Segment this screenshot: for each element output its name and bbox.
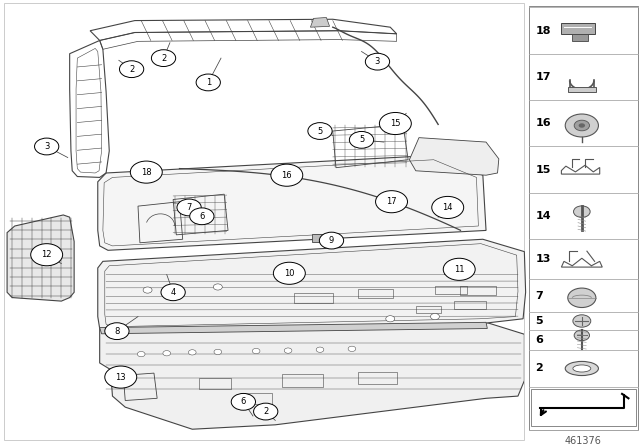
Text: 6: 6 (535, 335, 543, 345)
Circle shape (386, 316, 395, 322)
Circle shape (169, 285, 177, 291)
Text: 15: 15 (535, 165, 550, 175)
Circle shape (231, 393, 255, 410)
Text: 17: 17 (535, 72, 550, 82)
Circle shape (252, 349, 260, 353)
Text: 14: 14 (535, 211, 551, 221)
Polygon shape (100, 322, 487, 334)
Text: 12: 12 (42, 250, 52, 259)
Polygon shape (98, 239, 525, 332)
Text: 13: 13 (535, 254, 550, 264)
Circle shape (579, 123, 585, 128)
Circle shape (308, 123, 332, 139)
Text: 6: 6 (241, 397, 246, 406)
Text: 15: 15 (390, 119, 401, 128)
Polygon shape (98, 155, 486, 250)
Circle shape (213, 284, 222, 290)
Circle shape (105, 366, 137, 388)
Text: 7: 7 (535, 291, 543, 301)
Text: 17: 17 (386, 197, 397, 206)
Circle shape (349, 131, 374, 148)
Circle shape (138, 352, 145, 357)
Text: 2: 2 (129, 65, 134, 73)
Circle shape (271, 164, 303, 186)
Circle shape (196, 74, 220, 91)
Text: 2: 2 (161, 54, 166, 63)
Circle shape (365, 53, 390, 70)
Text: 9: 9 (329, 236, 334, 245)
Text: 10: 10 (284, 269, 294, 278)
Circle shape (380, 112, 412, 134)
Circle shape (348, 346, 356, 352)
Circle shape (574, 120, 589, 131)
Circle shape (105, 323, 129, 340)
Text: 3: 3 (375, 57, 380, 66)
Text: 5: 5 (535, 316, 543, 326)
Circle shape (35, 138, 59, 155)
Text: 18: 18 (535, 26, 550, 35)
Text: 7: 7 (186, 203, 192, 212)
Text: 2: 2 (263, 407, 268, 416)
Text: 4: 4 (170, 288, 176, 297)
Circle shape (31, 244, 63, 266)
Text: 461376: 461376 (565, 436, 602, 446)
Circle shape (189, 208, 214, 225)
Circle shape (188, 350, 196, 355)
Circle shape (432, 196, 464, 219)
Circle shape (573, 206, 590, 217)
Circle shape (444, 258, 475, 280)
Circle shape (316, 347, 324, 353)
Text: 6: 6 (199, 212, 205, 221)
Text: 5: 5 (359, 135, 364, 144)
Text: 14: 14 (442, 203, 453, 212)
Circle shape (177, 199, 201, 216)
Polygon shape (7, 215, 74, 301)
Circle shape (319, 232, 344, 249)
Polygon shape (100, 322, 524, 429)
Circle shape (568, 288, 596, 307)
FancyBboxPatch shape (568, 86, 596, 92)
Circle shape (143, 287, 152, 293)
Circle shape (253, 403, 278, 420)
FancyBboxPatch shape (572, 34, 588, 41)
Ellipse shape (573, 365, 591, 372)
Circle shape (152, 50, 175, 66)
Circle shape (574, 330, 589, 340)
Circle shape (431, 314, 440, 320)
Text: 16: 16 (535, 118, 551, 128)
Text: 16: 16 (282, 171, 292, 180)
Circle shape (161, 284, 185, 301)
Circle shape (565, 114, 598, 137)
Text: 11: 11 (454, 265, 465, 274)
Text: 1: 1 (205, 78, 211, 87)
Circle shape (376, 191, 408, 213)
Circle shape (163, 351, 171, 356)
FancyBboxPatch shape (312, 234, 332, 242)
Text: 2: 2 (535, 363, 543, 374)
Circle shape (284, 348, 292, 353)
Circle shape (273, 262, 305, 284)
Circle shape (214, 349, 221, 354)
Circle shape (120, 61, 144, 78)
Text: 5: 5 (317, 126, 323, 136)
Text: 13: 13 (115, 373, 126, 382)
FancyBboxPatch shape (561, 22, 595, 34)
Polygon shape (310, 17, 330, 27)
Text: 8: 8 (114, 327, 120, 336)
Circle shape (573, 315, 591, 327)
Ellipse shape (565, 362, 598, 375)
Text: 3: 3 (44, 142, 49, 151)
Text: 18: 18 (141, 168, 152, 177)
Circle shape (131, 161, 163, 183)
Polygon shape (410, 138, 499, 175)
